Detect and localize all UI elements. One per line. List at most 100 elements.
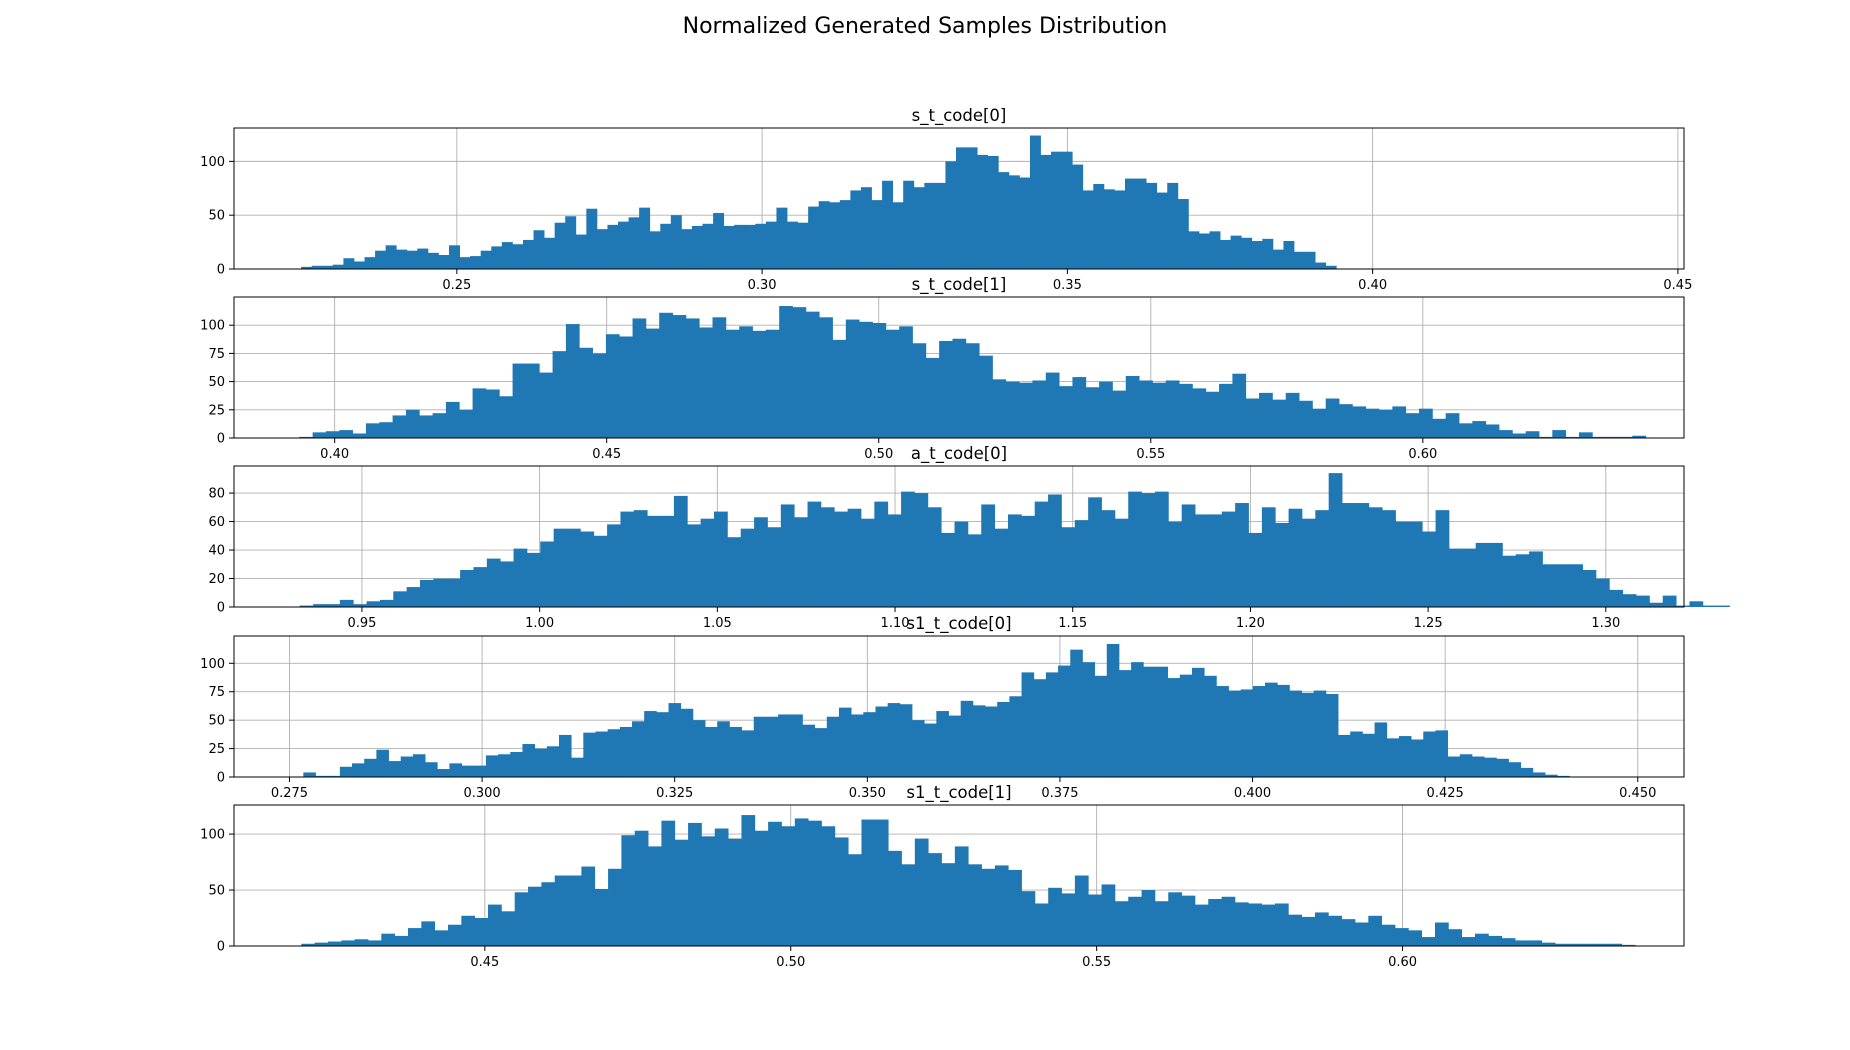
histogram-bar [985, 706, 998, 777]
histogram-bar [997, 701, 1010, 777]
histogram-bar [1365, 408, 1380, 438]
histogram-bar [1155, 666, 1169, 777]
histogram-bar [1021, 672, 1035, 777]
histogram-bar [500, 561, 514, 607]
histogram-bar [754, 830, 769, 946]
histogram-bar [925, 357, 940, 438]
histogram-bar [1502, 555, 1517, 607]
histogram-bar [1019, 177, 1031, 269]
histogram-bar [1499, 430, 1513, 438]
histogram-bar [1165, 380, 1180, 438]
x-tick-label: 0.45 [592, 447, 621, 462]
histogram-bar [448, 924, 462, 946]
histogram-bar [352, 433, 367, 438]
histogram-bar [1143, 666, 1156, 777]
x-tick-label: 0.45 [470, 955, 499, 970]
histogram-bar [376, 749, 389, 777]
histogram-bar [408, 928, 422, 946]
histogram-bar [393, 591, 408, 607]
histogram-bar [1048, 887, 1062, 946]
histogram-bar [826, 716, 840, 777]
histogram-bar [1592, 436, 1607, 438]
histogram-bar [470, 256, 482, 269]
histogram-bar [820, 507, 835, 607]
histogram-bar [1582, 569, 1597, 607]
histogram-bar [552, 351, 567, 438]
histogram-bar [727, 537, 742, 607]
histogram-bar [567, 528, 581, 607]
histogram-bar [1285, 392, 1300, 438]
histogram-bar [1277, 684, 1290, 777]
histogram-bar [1128, 896, 1142, 946]
histogram-bar [787, 221, 798, 269]
histogram-bar [1368, 915, 1383, 946]
subplot-title: s_t_code[0] [912, 106, 1007, 126]
histogram-bar [1609, 589, 1624, 607]
histogram-bar [981, 504, 996, 607]
histogram-bar [688, 822, 702, 946]
histogram-bar [765, 221, 777, 269]
histogram-bar [379, 422, 394, 438]
histogram-bar [406, 250, 418, 269]
histogram-bar [872, 322, 887, 438]
x-tick-label: 0.25 [442, 278, 471, 293]
histogram-bar [901, 491, 915, 607]
histogram-bar [632, 721, 645, 777]
histogram-bar [486, 558, 501, 607]
histogram-bar [1139, 380, 1153, 438]
histogram-bar [734, 224, 746, 269]
histogram-bar [343, 258, 355, 269]
histogram-bar [1085, 387, 1100, 438]
histogram-bar [1072, 164, 1084, 269]
histogram-bar [912, 720, 925, 777]
histogram-bar [1008, 869, 1022, 946]
histogram-bar [914, 493, 929, 607]
x-tick-label: 0.50 [864, 447, 893, 462]
histogram-bar [1154, 491, 1169, 607]
histogram-bar [1265, 682, 1278, 777]
histogram-bar [1235, 503, 1249, 607]
x-tick-label: 0.300 [463, 786, 500, 801]
histogram-bar [834, 837, 849, 946]
histogram-bar [979, 355, 993, 438]
histogram-bar [396, 249, 408, 269]
histogram-bar [1262, 238, 1274, 269]
histogram-bar [1272, 249, 1284, 269]
histogram-bar [790, 714, 803, 777]
histogram-bar [459, 257, 471, 269]
histogram-bar [499, 396, 513, 438]
histogram-bar [1195, 514, 1209, 607]
histogram-bar [1177, 199, 1189, 269]
histogram-bar [540, 541, 555, 607]
histogram-bar [1676, 605, 1690, 607]
histogram-bar [1515, 554, 1530, 607]
histogram-bar [379, 599, 394, 607]
histogram-bar [674, 839, 689, 946]
histogram-bar [956, 147, 967, 269]
histogram-bar [1191, 667, 1205, 777]
histogram-bar [394, 935, 409, 946]
histogram-bar [648, 846, 662, 946]
histogram-bar [1328, 915, 1343, 946]
histogram-bar [1059, 386, 1073, 438]
x-tick-label: 1.20 [1236, 616, 1265, 631]
histogram-bar [1304, 251, 1316, 269]
histogram-bar [1315, 262, 1327, 269]
histogram-bar [352, 763, 365, 777]
x-tick-label: 0.35 [1053, 278, 1082, 293]
histogram-bar [565, 216, 577, 269]
histogram-bar [680, 708, 694, 777]
subplot-title: s_t_code[1] [912, 275, 1007, 295]
histogram-bar [660, 223, 672, 269]
histogram-bar [460, 569, 474, 607]
histogram-bar [1328, 473, 1343, 607]
histogram-bar [312, 432, 327, 438]
histogram-bar [998, 172, 1010, 269]
histogram-bar [924, 723, 937, 777]
histogram-bar [1555, 564, 1570, 607]
histogram-bar [1350, 731, 1363, 777]
histogram-bar [1621, 944, 1636, 946]
histogram-bar [1386, 738, 1400, 777]
histogram-bar [1462, 548, 1477, 607]
histogram-bar [647, 515, 661, 607]
